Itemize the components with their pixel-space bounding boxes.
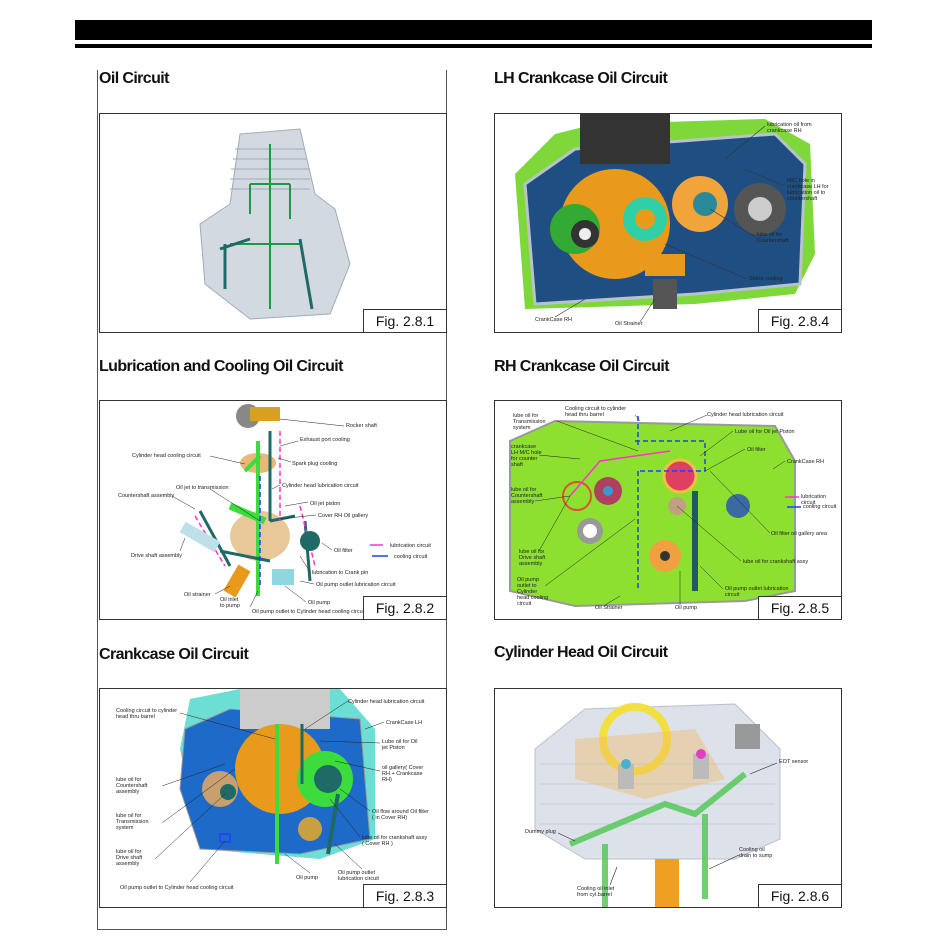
callout-label: Oil pump outlet lubrication circuit [316,582,396,588]
callout-label: lube oil for Drive shaft assembly [519,549,546,567]
callout-label: Stator cooling [749,276,783,282]
engine-illustration [199,128,351,320]
callout-label: Oil jet piston [310,501,341,507]
legend-cooling: cooling circuit [803,504,837,510]
callout-label: Oil pump [675,605,698,611]
section-title: Lubrication and Cooling Oil Circuit [99,358,343,375]
callout-label: Oil Strainer [595,605,623,611]
legend-cooling: cooling circuit [394,554,428,560]
callout-label: Oil strainer [184,592,211,598]
section-title: Oil Circuit [99,70,169,87]
callout-label: Oil inlet to pump [220,597,240,609]
figure-number: Fig. 2.8.3 [363,884,446,907]
callout-label: lubrication to Crank pin [312,570,369,576]
callout-label: lube oil for crankshaft assy ( Cover RH … [362,835,428,847]
callout-label: Cylinder head cooling circuit [132,453,201,459]
callout-label: crankcase LH M/C hole for counter shaft [511,444,542,468]
callout-label: Oil flow around Oil filter ( in Cover RH… [372,809,429,821]
figure-lh-crankcase: lubrication oil from crankcase RH M/C ho… [494,113,842,333]
callout-label: lubrication oil from crankcase RH [767,122,812,134]
figure-number: Fig. 2.8.4 [758,309,841,332]
callout-label: EOT sensor [779,759,809,765]
callout-label: Oil Strainer [615,321,643,327]
callout-label: CrankCase LH [386,720,423,726]
callout-label: CrankCase RH [535,317,572,323]
callout-label: Dummy plug [525,829,556,835]
callout-label: Oil pump [296,875,319,881]
callout-label: Oil filter oil gallery area [771,531,827,537]
section-title: Cylinder Head Oil Circuit [494,644,668,661]
callout-label: Cylinder head lubrication circuit [282,483,359,489]
legend-lubrication: lubrication circuit [801,494,827,506]
legend-lubrication: lubrication circuit [390,543,431,549]
cylinder-head-illustration [534,703,781,907]
callout-label: lube oil for Transmission system [513,413,546,431]
callout-label: Lube oil for Oil jet Piston [735,429,795,435]
figure-lubrication-cooling: Rocker shaft Exhaust port cooling Cylind… [99,400,447,620]
rh-crankcase-illustration [509,414,801,608]
crankcase-illustration [154,689,385,883]
callout-label: M/C hole in crankcase LH for lubrication… [787,178,829,202]
callout-label: oil gallery( Cover RH + Crankcase RH) [382,765,424,783]
figure-oil-circuit: Fig. 2.8.1 [99,113,447,333]
callout-label: Cooling oil drain to sump [739,847,773,859]
callout-label: Oil pump outlet to Cylinder head cooling… [120,885,234,891]
callout-label: Oil filter [747,447,766,453]
header-bar [75,20,872,40]
callout-label: Cylinder head lubrication circuit [707,412,784,418]
callout-label: Cover RH Oil gallery [318,513,369,519]
figure-rh-crankcase: lube oil for Transmission system Cooling… [494,400,842,620]
callout-label: Lube oil for Oil jet Piston [382,739,418,751]
callout-label: lube oil for Transmission system [116,813,149,831]
callout-label: CrankCase RH [787,459,824,465]
callout-label: Cylinder head lubrication circuit [348,699,425,705]
figure-cylinder-head: EOT sensor Dummy plug Cooling oil drain … [494,688,842,908]
callout-label: lube oil for Countershaft assembly [511,487,543,505]
callout-label: Spark plug cooling [292,461,338,467]
figure-number: Fig. 2.8.2 [363,596,446,619]
callout-label: Oil pump [308,600,331,606]
callout-label: Rocker shaft [346,423,377,429]
callout-label: Cooling circuit to cylinder head thru ba… [116,708,178,720]
figure-crankcase: Cooling circuit to cylinder head thru ba… [99,688,447,908]
callout-label: Oil pump outlet to Cylinder head cooling… [517,577,549,607]
figure-number: Fig. 2.8.5 [758,596,841,619]
callout-label: Drive shaft assembly [131,553,183,559]
figure-number: Fig. 2.8.1 [363,309,446,332]
section-title: RH Crankcase Oil Circuit [494,358,670,375]
callout-label: lube oil for Drive shaft assembly [116,849,143,867]
callout-label: Oil filter [334,548,353,554]
section-title: Crankcase Oil Circuit [99,646,249,663]
callout-label: lube oil for crankshaft assy [743,559,809,565]
lubrication-cooling-illustration [171,404,388,608]
callout-label: Oil pump outlet to Cylinder head cooling… [252,609,366,615]
callout-label: Cooling oil inlet from cyl.barrel [577,886,615,898]
callout-label: Oil jet to transmission [176,485,229,491]
callout-label: Oil pump outlet lubrication circuit [338,870,379,882]
header-rule [75,44,872,48]
callout-label: Countershaft assembly [118,493,175,499]
callout-label: Oil pump outlet lubrication circuit [725,586,789,598]
lh-crankcase-illustration [515,114,815,323]
callout-label: Cooling circuit to cylinder head thru ba… [565,406,627,418]
section-title: LH Crankcase Oil Circuit [494,70,668,87]
callout-label: lube oil for Countershaft assembly [116,777,148,795]
figure-number: Fig. 2.8.6 [758,884,841,907]
callout-label: Exhaust port cooling [300,437,350,443]
callout-label: lube oil for Countershaft [757,232,789,244]
